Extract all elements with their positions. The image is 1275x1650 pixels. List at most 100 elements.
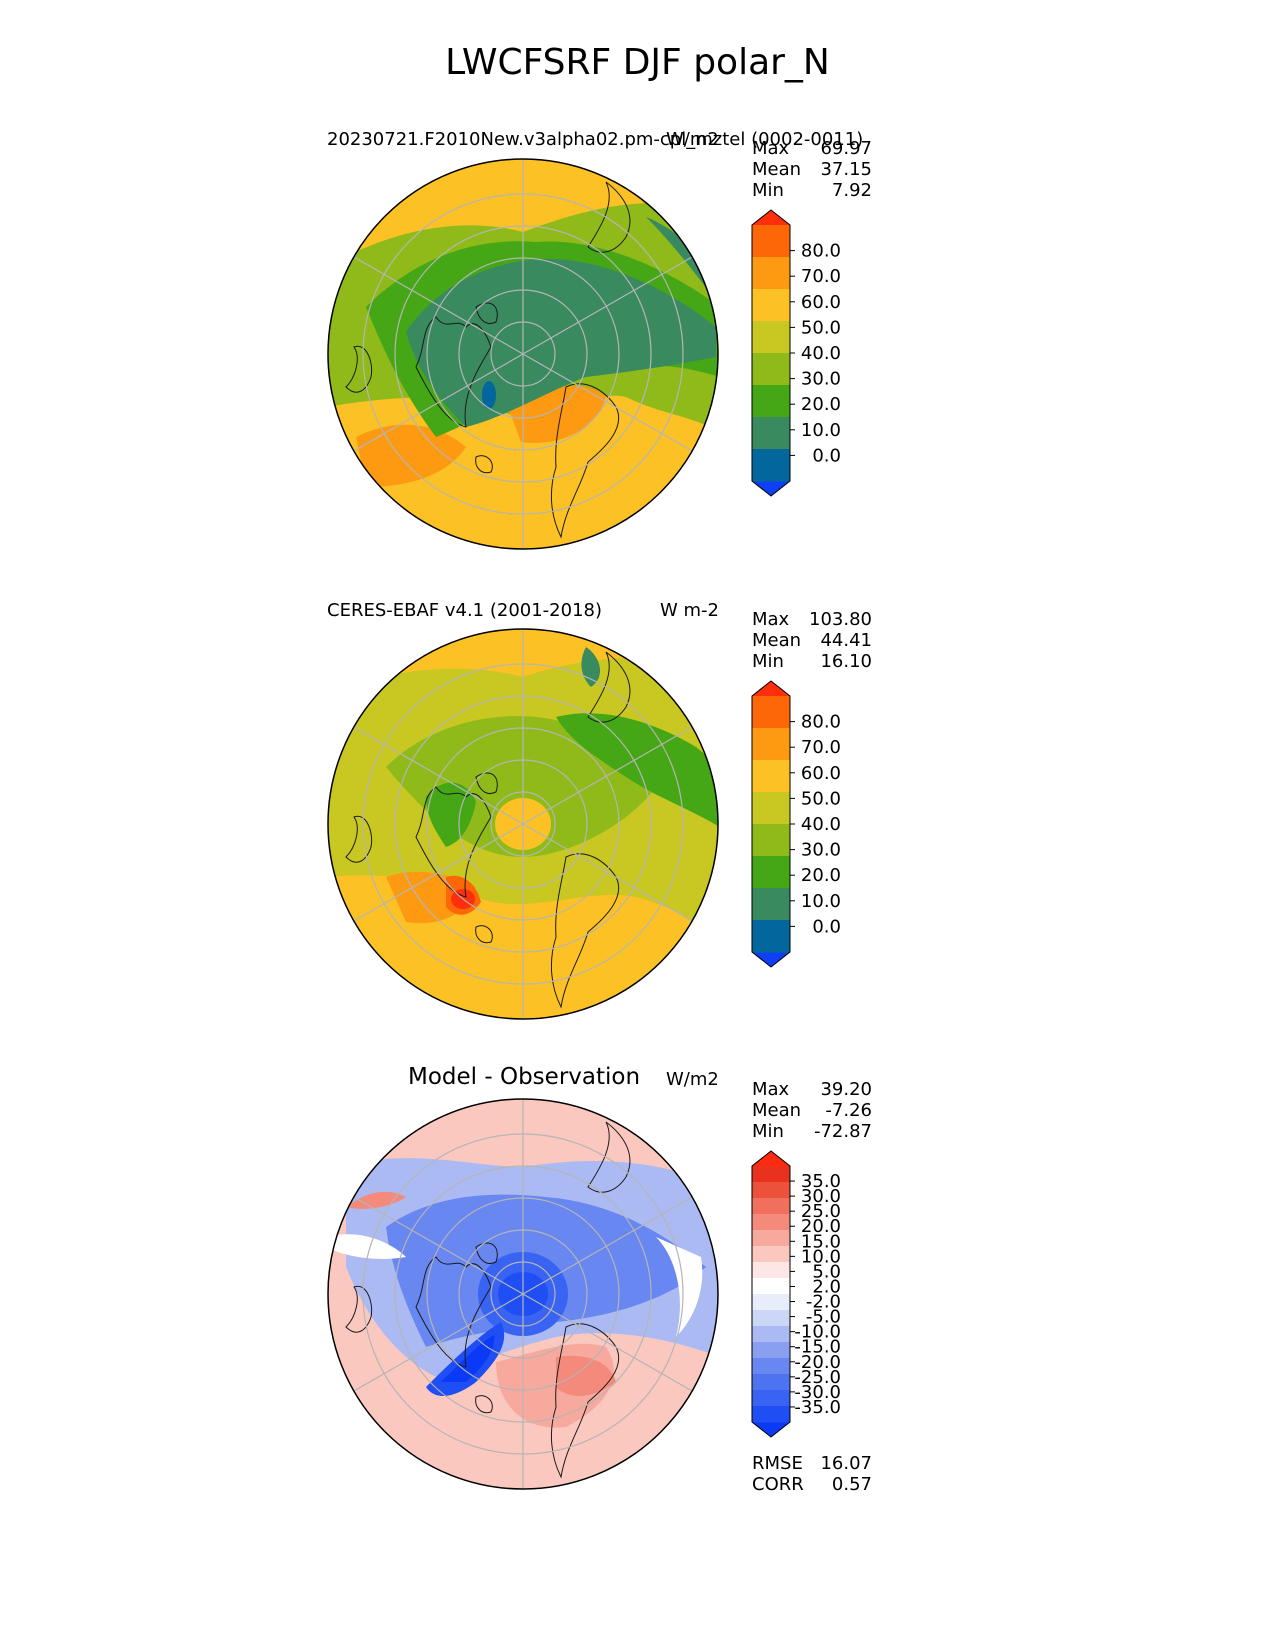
colorbar-segment [752,1374,790,1391]
stat-value: -72.87 [813,1121,872,1142]
polar-map-difference [327,1098,719,1490]
colorbar-tick-label: 70.0 [801,737,841,758]
colorbar-segment [752,920,790,953]
colorbar-extend-max [752,1151,790,1166]
stat-label: Min [752,1121,784,1142]
panel-2-title: CERES-EBAF v4.1 (2001-2018) [327,600,603,621]
stat-value: 7.92 [831,180,872,201]
panel-3-units: W/m2 [666,1069,719,1090]
colorbar-tick-label: -5.0 [806,1307,841,1328]
stat-mean: Mean -7.26 [752,1100,872,1121]
stat-label: CORR [752,1474,804,1495]
colorbar-tick-label: 0.0 [812,445,841,466]
colorbar-tick-label: 60.0 [801,763,841,784]
colorbar-segment [752,417,790,450]
colorbar-tick-label: -25.0 [794,1367,841,1388]
colorbar-segment [752,856,790,889]
colorbar-tick-label: 80.0 [801,241,841,262]
stat-value: 44.41 [820,630,872,651]
stat-value: 0.57 [831,1474,872,1495]
stat-min: Min 7.92 [752,180,872,201]
stat-mean: Mean 37.15 [752,159,872,180]
stat-label: Mean [752,1100,802,1121]
colorbar-segment [752,1406,790,1423]
colorbar-segment [752,1390,790,1407]
colorbar-model: 80.0 70.0 60.0 50.0 40.0 30.0 20.0 10.0 0.0 [751,209,841,497]
stat-corr: CORR 0.57 [752,1474,872,1495]
stat-value: 16.10 [820,651,872,672]
colorbar-tick-label: -30.0 [794,1382,841,1403]
colorbar-extend-min [752,1422,790,1437]
colorbar-tick-label: 30.0 [801,1186,841,1207]
colorbar-outline [751,680,791,968]
colorbar-difference: 35.030.025.020.015.010.05.02.0-2.0-5.0-1… [751,1150,841,1438]
colorbar-extend-max [752,210,790,225]
colorbar-tick-label: 50.0 [801,788,841,809]
stat-value: 103.80 [809,609,872,630]
panel-1-title: 20230721.F2010New.v3alpha02.pm-cpl_mztel… [327,129,864,150]
polar-map-model [327,158,719,550]
colorbar-segment [752,696,790,729]
colorbar-segment [752,792,790,825]
colorbar-segment [752,449,790,482]
panel-1-stats: Max 69.97 Mean 37.15 Min 7.92 [752,138,872,204]
stat-min: Min -72.87 [752,1121,872,1142]
stat-label: Mean [752,159,802,180]
colorbar-segment [752,1310,790,1327]
colorbar-tick-label: 70.0 [801,266,841,287]
colorbar-tick-label: -10.0 [794,1322,841,1343]
colorbar-segment [752,1198,790,1215]
colorbar-segment [752,257,790,290]
panel-2-units: W m-2 [660,600,720,621]
colorbar-tick-label: -20.0 [794,1352,841,1373]
colorbar-outline [751,209,791,497]
colorbar-segment [752,385,790,418]
stat-label: Min [752,180,784,201]
colorbar-segment [752,1294,790,1311]
colorbar-segment [752,1326,790,1343]
stat-value: -7.26 [825,1100,872,1121]
colorbar-segment [752,289,790,322]
stat-label: RMSE [752,1453,803,1474]
stat-value: 16.07 [820,1453,872,1474]
stat-max: Max 39.20 [752,1079,872,1100]
colorbar-segment [752,824,790,857]
colorbar-segment [752,760,790,793]
panel-3-stats: Max 39.20 Mean -7.26 Min -72.87 [752,1079,872,1145]
colorbar-tick-label: 10.0 [801,420,841,441]
colorbar-segment [752,1182,790,1199]
colorbar-segment [752,1358,790,1375]
stat-label: Min [752,651,784,672]
colorbar-tick-label: 30.0 [801,369,841,390]
stat-value: 39.20 [820,1079,872,1100]
colorbar-segment [752,1262,790,1279]
colorbar-segment [752,1214,790,1231]
colorbar-segment [752,321,790,354]
stat-rmse: RMSE 16.07 [752,1453,872,1474]
colorbar-tick-label: 10.0 [801,1246,841,1267]
figure-title: LWCFSRF DJF polar_N [445,42,830,83]
colorbar-segment [752,1278,790,1295]
colorbar-tick-label: 40.0 [801,814,841,835]
panel-3-title: Model - Observation [408,1064,641,1090]
colorbar-tick-label: 0.0 [812,916,841,937]
stat-value: 37.15 [820,159,872,180]
colorbar-segment [752,1342,790,1359]
colorbar-tick-label: 2.0 [812,1276,841,1297]
colorbar-tick-label: 40.0 [801,343,841,364]
stat-min: Min 16.10 [752,651,872,672]
colorbar-tick-label: 30.0 [801,840,841,861]
colorbar-tick-label: 60.0 [801,292,841,313]
stat-max: Max 103.80 [752,609,872,630]
colorbar-tick-label: -35.0 [794,1397,841,1418]
stat-label: Max [752,1079,790,1100]
stat-label: Max [752,609,790,630]
colorbar-extend-min [752,952,790,967]
colorbar-tick-label: 20.0 [801,1216,841,1237]
colorbar-tick-label: 20.0 [801,865,841,886]
stat-label: Max [752,138,790,159]
colorbar-segment [752,1230,790,1247]
colorbar-segment [752,888,790,921]
colorbar-outline [751,1150,791,1438]
colorbar-tick-label: 50.0 [801,317,841,338]
